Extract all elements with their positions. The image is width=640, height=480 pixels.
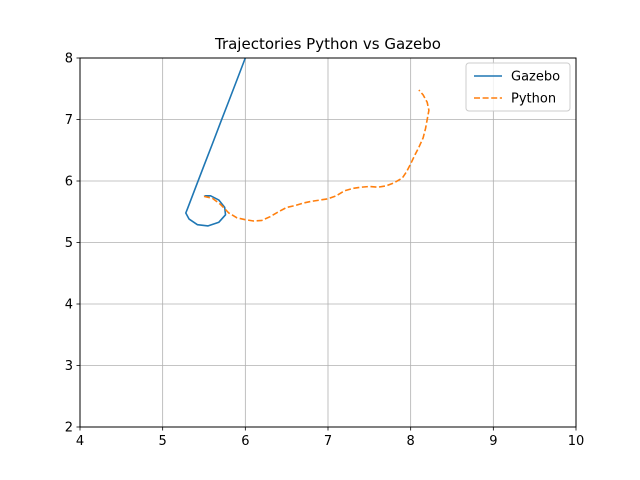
y-tick-label: 8 — [65, 52, 73, 67]
series-layer — [185, 57, 430, 227]
y-tick-label: 3 — [65, 359, 73, 374]
x-tick-label: 8 — [407, 434, 415, 449]
legend-label-python: Python — [511, 92, 556, 107]
x-tick-label: 7 — [324, 434, 332, 449]
grid — [79, 57, 577, 428]
chart-title: Trajectories Python vs Gazebo — [214, 35, 441, 53]
y-tick-label: 4 — [65, 298, 73, 313]
series-line-python — [203, 89, 430, 222]
axis-ticks: 4 5 6 7 8 9 10 2 3 4 5 6 7 8 — [65, 52, 585, 450]
x-tick-label: 10 — [568, 434, 585, 449]
x-tick-label: 4 — [76, 434, 84, 449]
y-tick-label: 7 — [65, 113, 73, 128]
x-tick-label: 5 — [159, 434, 167, 449]
legend-box — [465, 62, 571, 112]
x-tick-label: 9 — [489, 434, 497, 449]
y-tick-label: 5 — [65, 236, 73, 251]
y-tick-label: 2 — [65, 421, 73, 436]
x-tick-label: 6 — [241, 434, 249, 449]
legend-label-gazebo: Gazebo — [511, 70, 560, 85]
y-tick-label: 6 — [65, 175, 73, 190]
series-line-gazebo — [185, 57, 247, 227]
legend: Gazebo Python — [465, 62, 571, 112]
